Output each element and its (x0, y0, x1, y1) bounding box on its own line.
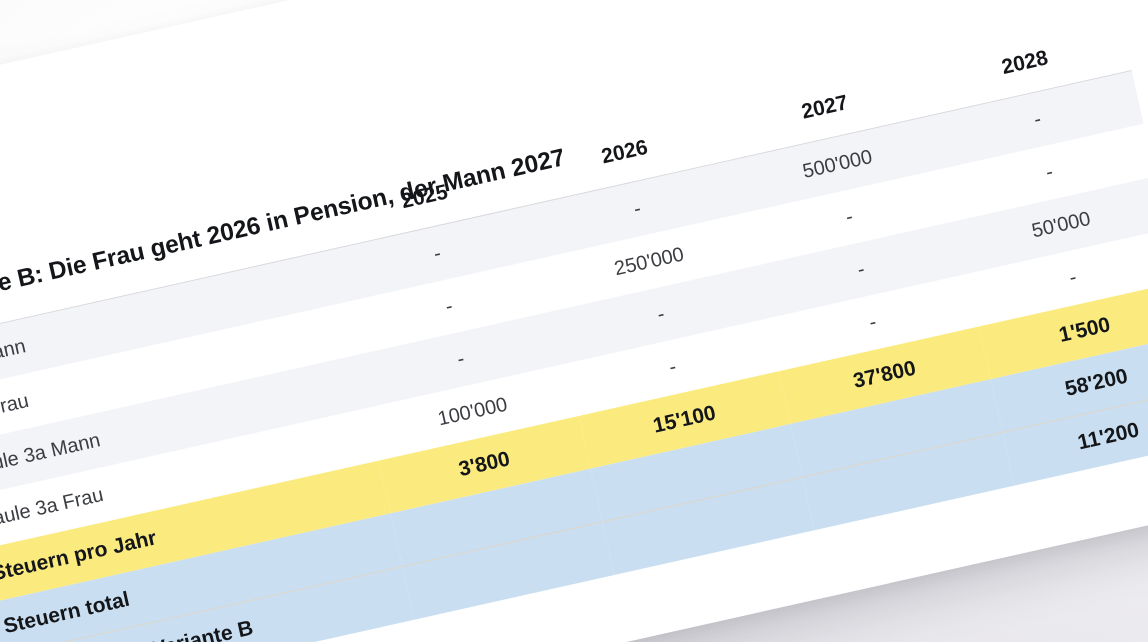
financial-table: 2025 2026 2027 2028 (0, 46, 1148, 642)
screenshot-stage: Variante B: Die Frau geht 2026 in Pensio… (0, 0, 1148, 642)
table-card: Variante B: Die Frau geht 2026 in Pensio… (0, 0, 1148, 642)
tilted-card-wrapper: Variante B: Die Frau geht 2026 in Pensio… (0, 0, 1148, 642)
card-content: Variante B: Die Frau geht 2026 in Pensio… (0, 46, 1148, 642)
